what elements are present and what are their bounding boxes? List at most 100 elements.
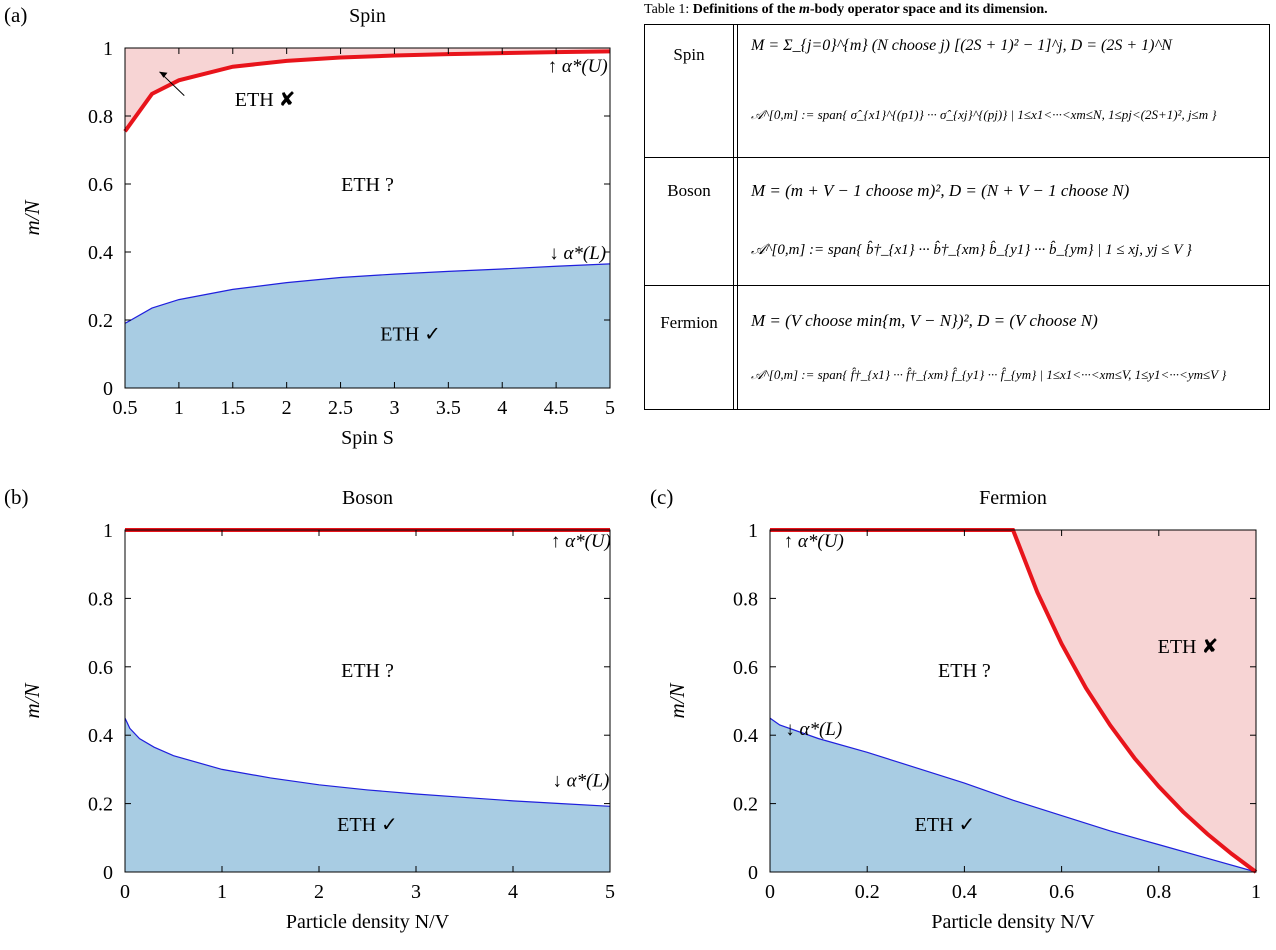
upper-region-fill	[770, 530, 1256, 872]
lower-region-fill	[770, 718, 1256, 872]
x-tick-label: 0	[765, 881, 775, 903]
y-tick-label: 0.6	[733, 657, 758, 679]
panel-label-0: (a)	[4, 3, 27, 27]
row-label-fermion: Fermion	[660, 313, 718, 332]
plot-frame	[769, 529, 1257, 873]
boson-operator-space-eq: 𝒜^[0,m] := span{ b̂†_{x1} ··· b̂†_{xm} b…	[751, 242, 1192, 258]
caption-bold: Definitions of the	[692, 2, 799, 17]
fermion-dimension-eq: M = (V choose min{m, V − N})², D = (V ch…	[751, 311, 1098, 330]
y-tick-label: 0.4	[733, 725, 758, 747]
panel-label-2: (c)	[650, 485, 673, 509]
x-tick-label: 5	[605, 397, 615, 419]
upper-bound-label: ↑ α*(U)	[548, 56, 608, 77]
eth-unknown-label: ETH ?	[341, 660, 394, 682]
lower-bound-label: ↓ α*(L)	[552, 771, 609, 792]
chart-panel-spin: 0.5 1 1.5 2 2.5 3 3.5 4 4.5 5 0 0.2 0.4 0.6 0.8 1 Spin Sp…	[20, 5, 615, 449]
row-label-spin: Spin	[673, 45, 705, 64]
chart-panel-boson: 0 1 2 3 4 5 0 0.2 0.4 0.6 0.8 1 Boson Particle densit…	[20, 487, 615, 933]
eth-holds-label: ETH ✓	[915, 814, 976, 836]
eth-fails-label: ETH ✘	[1158, 636, 1219, 658]
annotation-arrowhead	[159, 71, 168, 78]
lower-bound-label: ↓ α*(L)	[785, 719, 842, 740]
x-tick-label: 3	[389, 397, 399, 419]
lower-bound-line	[124, 263, 611, 324]
y-tick-label: 0	[748, 862, 758, 884]
y-tick-label: 0.4	[88, 242, 113, 264]
x-tick-label: 1	[174, 397, 184, 419]
eth-unknown-label: ETH ?	[938, 660, 991, 682]
y-tick-label: 0.2	[88, 310, 113, 332]
y-axis-label: m/N	[20, 683, 44, 719]
eth-unknown-label: ETH ?	[341, 174, 394, 196]
chart-title: Boson	[342, 487, 393, 509]
upper-bound-line	[123, 49, 611, 133]
x-tick-label: 2.5	[328, 397, 353, 419]
eth-holds-label: ETH ✓	[380, 323, 441, 345]
x-tick-label: 2	[314, 881, 324, 903]
y-tick-label: 0.2	[733, 794, 758, 816]
y-tick-label: 0.6	[88, 657, 113, 679]
eth-fails-label: ETH ✘	[235, 89, 296, 111]
y-tick-label: 0.8	[88, 106, 113, 128]
eth-holds-label: ETH ✓	[337, 814, 398, 836]
y-tick-label: 0	[103, 378, 113, 400]
y-tick-label: 0.8	[733, 588, 758, 610]
x-tick-label: 4	[508, 881, 518, 903]
spin-dimension-eq: M = Σ_{j=0}^{m} (N choose j) [(2S + 1)² …	[751, 37, 1172, 54]
fermion-operator-space-eq: 𝒜^[0,m] := span{ f̂†_{x1} ··· f̂†_{xm} f…	[751, 367, 1227, 382]
caption-var: m	[798, 2, 810, 17]
x-axis-label: Spin S	[341, 427, 394, 449]
definitions-table: Table 1: Definitions of the m-body opera…	[644, 0, 1272, 410]
x-tick-label: 2	[282, 397, 292, 419]
x-tick-label: 0.5	[113, 397, 138, 419]
table-row-boson: Boson M = (m + V − 1 choose m)², D = (N …	[645, 157, 1269, 286]
table-divider-1	[733, 25, 734, 409]
chart-title: Fermion	[979, 487, 1047, 509]
table-row-fermion: Fermion M = (V choose min{m, V − N})², D…	[645, 285, 1269, 409]
x-tick-label: 3	[411, 881, 421, 903]
x-tick-label: 4	[497, 397, 507, 419]
y-tick-label: 0.6	[88, 174, 113, 196]
x-tick-label: 4.5	[544, 397, 569, 419]
y-tick-label: 1	[748, 520, 758, 542]
chart-title: Spin	[349, 5, 386, 27]
plot-frame	[124, 529, 611, 873]
caption-rest: -body operator space and its dimension.	[809, 2, 1048, 17]
x-tick-label: 5	[605, 881, 615, 903]
plot-frame	[124, 47, 611, 389]
x-tick-label: 3.5	[436, 397, 461, 419]
y-tick-label: 0.8	[88, 588, 113, 610]
x-tick-label: 0.4	[952, 881, 977, 903]
x-tick-label: 0	[120, 881, 130, 903]
y-tick-label: 0	[103, 862, 113, 884]
lower-bound-label: ↓ α*(L)	[549, 243, 606, 264]
lower-region-fill	[125, 718, 610, 872]
x-axis-label: Particle density N/V	[286, 911, 450, 933]
x-tick-label: 0.6	[1049, 881, 1074, 903]
x-tick-label: 1.5	[220, 397, 245, 419]
lower-bound-line	[769, 717, 1257, 873]
x-tick-label: 1	[217, 881, 227, 903]
upper-bound-line	[770, 528, 1258, 874]
lower-region-fill	[125, 263, 610, 388]
table-divider-2	[737, 25, 738, 409]
x-tick-label: 0.2	[855, 881, 880, 903]
table-row-spin: Spin M = Σ_{j=0}^{m} (N choose j) [(2S +…	[645, 25, 1269, 158]
caption-prefix: Table 1:	[644, 2, 693, 17]
y-tick-label: 0.4	[88, 725, 113, 747]
y-axis-label: m/N	[20, 200, 44, 236]
spin-operator-space-eq: 𝒜^[0,m] := span{ σ̂_{x1}^{(p1)} ··· σ̂_{…	[751, 107, 1217, 122]
y-tick-label: 0.2	[88, 794, 113, 816]
boson-dimension-eq: M = (m + V − 1 choose m)², D = (N + V − …	[751, 181, 1130, 200]
x-tick-label: 1	[1251, 881, 1261, 903]
lower-bound-line	[124, 717, 611, 807]
x-axis-label: Particle density N/V	[931, 911, 1095, 933]
upper-region-fill	[125, 48, 610, 132]
x-tick-label: 0.8	[1146, 881, 1171, 903]
chart-panel-fermion: 0 0.2 0.4 0.6 0.8 1 0 0.2 0.4 0.6 0.8 1 Fermion Parti…	[665, 487, 1261, 933]
y-tick-label: 1	[103, 38, 113, 60]
row-label-boson: Boson	[667, 181, 711, 200]
y-axis-label: m/N	[665, 683, 689, 719]
upper-bound-label: ↑ α*(U)	[784, 531, 844, 552]
